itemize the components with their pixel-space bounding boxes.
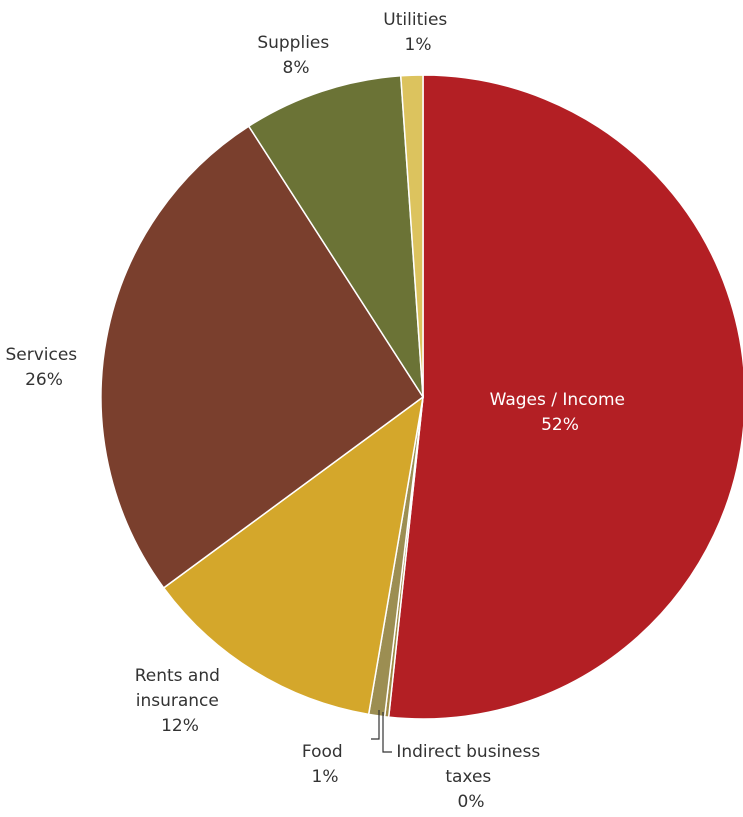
leader-lines [371,710,392,753]
pie-slice-wages-income [387,74,743,720]
slice-label-wages-income: Wages / Income 52% [490,390,631,435]
slice-label-rents-and-insurance: Rents and insurance 12% [135,666,226,736]
pie-slice-utilities [399,74,424,398]
slice-label-supplies: Supplies 8% [257,33,334,78]
slice-label-food: Food 1% [302,742,348,787]
pie-slice-services [100,125,425,589]
pie-slice-rents-and-insurance [162,395,425,716]
slice-label-indirect-business-taxes: Indirect business taxes 0% [396,742,545,812]
slice-label-utilities: Utilities 1% [383,10,452,55]
slice-label-services: Services 26% [5,345,82,390]
leader-line-indirect-business-taxes [382,712,392,753]
pie-slice-supplies [247,74,424,398]
leader-line-food [371,710,380,740]
pie-slices [100,74,743,720]
